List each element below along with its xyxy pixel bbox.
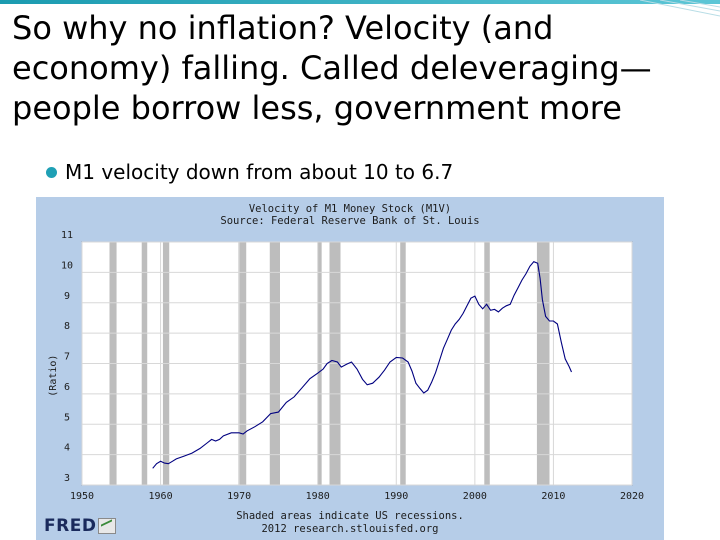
y-tick-label: 3	[64, 473, 70, 484]
x-tick-label: 1980	[306, 491, 330, 502]
y-tick-label: 7	[64, 352, 70, 363]
x-tick-label: 2010	[541, 491, 565, 502]
y-tick-label: 5	[64, 412, 70, 423]
fred-logo: FRED	[44, 516, 117, 536]
slide-title-line: So why no inflation? Velocity (and	[12, 9, 554, 47]
chart-footer-recessions-note: Shaded areas indicate US recessions.	[236, 510, 464, 522]
x-tick-label: 2000	[463, 491, 487, 502]
y-tick-label: 9	[64, 291, 70, 302]
chart-title: Velocity of M1 Money Stock (M1V)	[248, 203, 452, 215]
fred-graph-icon	[98, 518, 117, 534]
slide-title-line: economy) falling. Called deleveraging—	[12, 49, 652, 87]
decorative-corner-lines	[639, 0, 720, 17]
chart-subtitle: Source: Federal Reserve Bank of St. Loui…	[220, 215, 480, 227]
y-tick-label: 4	[64, 443, 70, 454]
chart-panel: Velocity of M1 Money Stock (M1V) Source:…	[36, 197, 664, 540]
y-axis-label: (Ratio)	[48, 355, 59, 397]
slide-top-rule	[0, 0, 720, 4]
y-tick-label: 10	[61, 260, 73, 271]
series-line	[152, 261, 573, 469]
chart-footer-source: 2012 research.stlouisfed.org	[261, 523, 439, 535]
slide-title-line: people borrow less, government more	[12, 89, 622, 127]
x-tick-label: 1990	[384, 491, 408, 502]
x-tick-label: 2020	[620, 491, 644, 502]
fred-logo-text: FRED	[44, 516, 97, 536]
x-tick-label: 1970	[227, 491, 251, 502]
x-tick-label: 1960	[149, 491, 173, 502]
bullet-point: M1 velocity down from about 10 to 6.7	[46, 160, 453, 184]
bullet-text: M1 velocity down from about 10 to 6.7	[65, 160, 454, 184]
y-tick-label: 8	[64, 321, 70, 332]
bullet-dot-icon	[46, 166, 57, 178]
y-tick-label: 6	[64, 382, 70, 393]
chart-svg: 3 4 5 6 7 8 9 10 11 1950 1960 1970 1980 1990 2000 2010 2…	[48, 230, 644, 502]
slide-title: So why no inflation? Velocity (and econo…	[12, 8, 712, 128]
y-tick-label: 11	[61, 230, 73, 241]
x-tick-label: 1950	[70, 491, 94, 502]
